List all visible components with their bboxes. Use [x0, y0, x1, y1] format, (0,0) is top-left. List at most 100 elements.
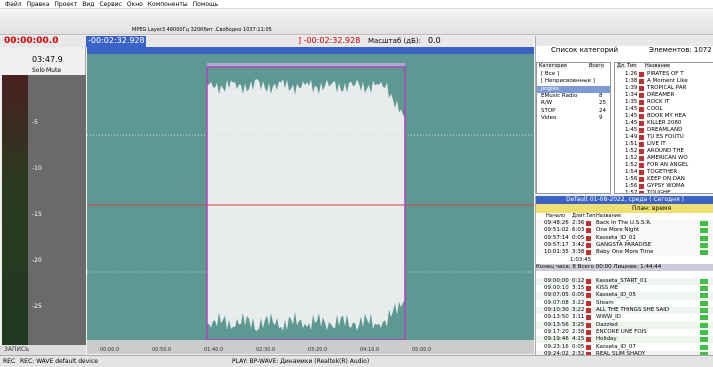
element-row: 1:26 PIRATES OF T — [615, 71, 713, 78]
length: 03:47.9 — [32, 55, 63, 64]
playlist-panel: Default 01-08-2022, среда ( Сегодня ) Пл… — [535, 196, 713, 355]
playlist-row: 09:51:02 6:03 One More Night — [536, 227, 713, 235]
duration: 4:15 — [572, 336, 585, 343]
track-bar — [700, 242, 708, 248]
duration: 0:05 — [572, 292, 585, 299]
start-time: 09:23:16 — [544, 343, 569, 350]
category-row: [ Неприсвоенные ] — [537, 78, 610, 85]
type-icon — [586, 286, 591, 292]
duration: 3:22 — [572, 307, 585, 313]
element-duration: 1:56 — [625, 183, 638, 189]
duration: 0:05 — [572, 343, 585, 350]
element-duration: 1:54 — [625, 169, 638, 175]
start-time: 09:13:50 — [544, 314, 569, 321]
start-time: 09:57:17 — [544, 241, 569, 248]
track-name: Steam — [596, 299, 614, 306]
start-time: 09:00:10 — [544, 285, 569, 292]
type-icon — [586, 278, 591, 284]
menu-item[interactable]: Помощь — [192, 1, 219, 8]
element-name: BOOK MY HEA — [647, 113, 686, 119]
element-duration: 1:52 — [625, 155, 638, 161]
element-name: TU ES FOUTU — [647, 134, 684, 140]
duration: 3:15 — [572, 285, 585, 292]
type-icon — [586, 228, 591, 234]
column-header: Длит. — [572, 213, 587, 219]
element-duration: 1:57 — [625, 190, 638, 194]
category-row: R/W 25 — [537, 100, 610, 107]
element-row: 1:49 TU ES FOUTU — [615, 134, 713, 141]
type-icon — [639, 170, 644, 175]
type-icon — [639, 156, 644, 161]
timeline-label: 00:00.0 — [100, 347, 120, 353]
element-row: 1:56 KEEP ON DAN — [615, 176, 713, 183]
track-bar — [700, 221, 708, 226]
element-duration: 1:39 — [625, 85, 638, 91]
track-name: Holiday — [596, 336, 617, 343]
toolbars — [0, 9, 713, 35]
solo-button[interactable]: Solo — [32, 67, 45, 74]
element-row: 1:56 GYPSY WOMA — [615, 183, 713, 190]
playlist-header: Default 01-08-2022, среда ( Сегодня ) — [536, 196, 713, 204]
start-time: 09:48:26 — [544, 220, 569, 226]
element-row: 1:34 DREAMER — [615, 92, 713, 99]
playlist-row: 09:57:17 3:42 GANGSTA PARADISE — [536, 241, 713, 250]
element-name: LIVE IT — [647, 141, 666, 147]
playlist-row: 09:17:20 2:38 ENCORE UNE FOIS — [536, 328, 713, 337]
track-name: REAL SLIM SHADY — [596, 350, 646, 355]
track-bar — [700, 228, 708, 234]
timeline-label: 00:50.0 — [152, 347, 172, 353]
element-row: 1:45 COOL — [615, 106, 713, 113]
track-name: One More Night — [596, 227, 640, 234]
track-name: KISS ME — [596, 285, 619, 292]
menu-item[interactable]: Окно — [126, 1, 143, 8]
meter-scale: -5 -10 -15 -20 -25 — [28, 75, 86, 347]
duration: 2:38 — [572, 328, 585, 335]
meter-scale-label: -20 — [32, 257, 42, 264]
column-header: Тип — [586, 213, 596, 219]
element-name: DREAMLAND — [647, 127, 683, 133]
element-row: 1:52 FOR AN ANGEL — [615, 162, 713, 169]
element-name: ROCK IT — [647, 99, 670, 105]
track-name: ALL THE THINGS SHE SAID — [596, 307, 670, 313]
playlist-row: 09:07:05 0:05 Kasseta_ID_05 — [536, 292, 713, 300]
position: 00:00:00.0 — [4, 36, 59, 46]
track-bar — [700, 322, 708, 328]
meter-scale-label: -25 — [32, 303, 42, 310]
type-icon — [586, 221, 591, 226]
type-icon — [586, 250, 591, 256]
plan-mode[interactable]: План: время — [632, 205, 672, 212]
track-name: Kasseta_START_01 — [596, 277, 647, 284]
type-icon — [639, 149, 644, 154]
type-icon — [586, 308, 591, 313]
menu-item[interactable]: Компоненты — [147, 1, 188, 8]
menu-item[interactable]: Сервис — [99, 1, 122, 8]
record-label: ЗАПИСЬ — [4, 346, 30, 353]
element-name: FOR AN ANGEL — [647, 162, 689, 168]
category-count: 9 — [599, 114, 603, 121]
menu-item[interactable]: Правка — [26, 1, 50, 8]
timeline-label: 02:30.0 — [256, 347, 276, 353]
column-header: Начало — [546, 213, 566, 219]
menu-item[interactable]: Вид — [82, 1, 95, 8]
type-icon — [586, 293, 591, 299]
menu-item[interactable]: Файл — [5, 1, 22, 8]
element-row: 1:54 TOGETHER — [615, 169, 713, 176]
record-bar: ЗАПИСЬ — [0, 345, 86, 355]
status-bar: REC REC: WAVE default device PLAY: BP-WA… — [0, 355, 713, 367]
format: MPEG Layer3 48000Гц 320Кбит ... — [132, 27, 220, 33]
track-name: Kasseta_ID_07 — [596, 343, 636, 350]
element-row: 1:45 BOOK MY HEA — [615, 113, 713, 120]
duration: 0:05 — [572, 234, 585, 241]
menu-item[interactable]: Проект — [54, 1, 78, 8]
category-count: 8 — [599, 92, 603, 99]
mute-button[interactable]: Mute — [46, 67, 62, 74]
type-icon — [586, 322, 591, 328]
type-icon — [586, 242, 591, 248]
selection: ] -00:02:32.928 — [298, 36, 361, 45]
category-row: STOP 24 — [537, 108, 610, 115]
rec-button[interactable]: REC — [3, 358, 16, 365]
element-row: 1:57 TOUGHE — [615, 190, 713, 194]
category-name: [ Все ] — [541, 71, 559, 77]
element-duration: 1:52 — [625, 148, 638, 154]
